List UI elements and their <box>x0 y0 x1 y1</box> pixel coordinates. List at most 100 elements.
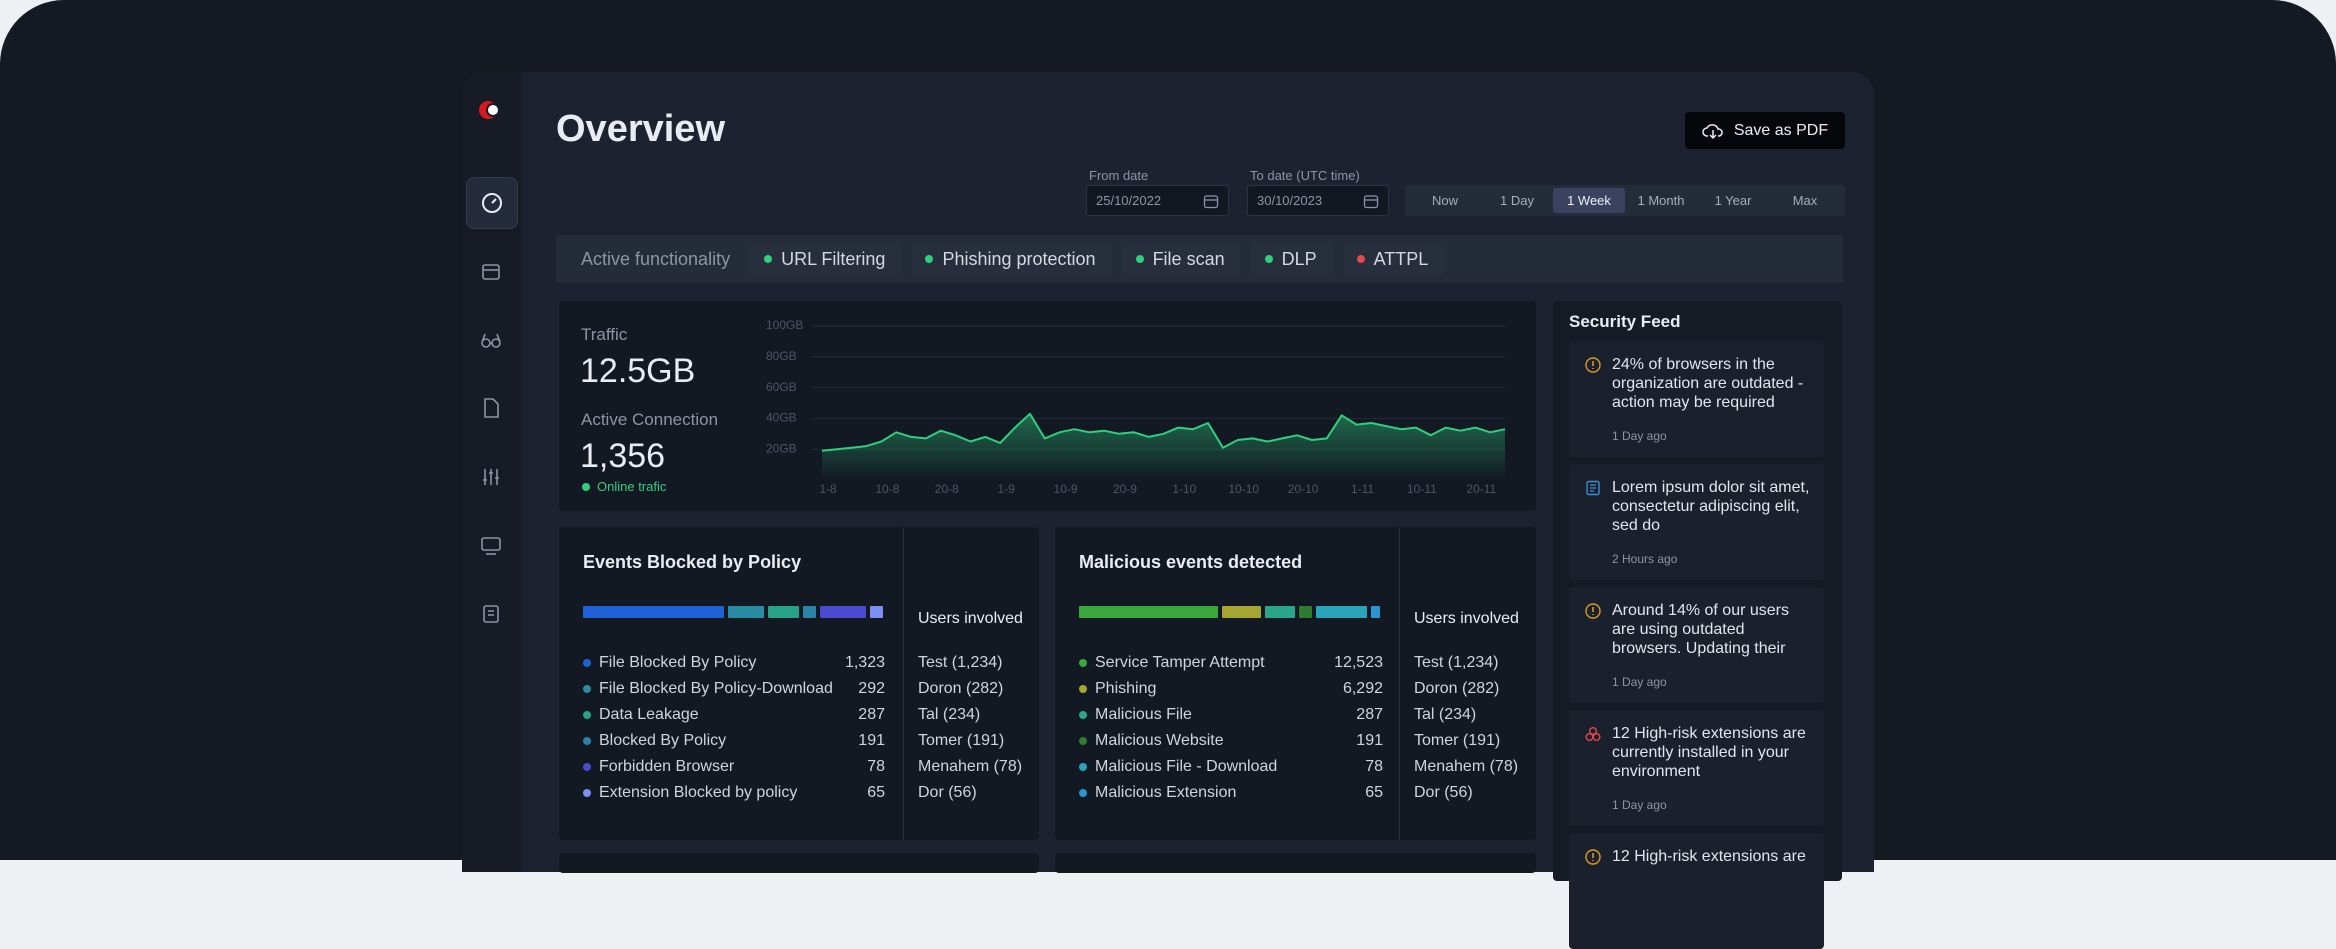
feed-icon <box>1585 603 1601 619</box>
event-row: Phishing 6,292 <box>1079 676 1383 702</box>
event-row: Extension Blocked by policy 65 <box>583 780 885 806</box>
x-tick-label: 10-11 <box>1407 482 1437 496</box>
functionality-chip[interactable]: File scan <box>1121 242 1241 276</box>
feed-text: 12 High-risk extensions are <box>1612 848 1806 865</box>
event-row: Malicious File - Download 78 <box>1079 754 1383 780</box>
nav-overview[interactable] <box>466 177 518 229</box>
range-button[interactable]: 1 Month <box>1637 193 1685 208</box>
user-row: Menahem (78) <box>918 758 1023 775</box>
event-row: Service Tamper Attempt 12,523 <box>1079 650 1383 676</box>
event-row: Forbidden Browser 78 <box>583 754 885 780</box>
logo[interactable] <box>466 85 516 135</box>
feed-text: Around 14% of our users are using outdat… <box>1612 602 1789 657</box>
from-value: 25/10/2022 <box>1096 193 1162 208</box>
traffic-line <box>821 412 1506 452</box>
traffic-label: Traffic <box>581 325 628 344</box>
button-label: Save as PDF <box>1733 121 1829 139</box>
feed-card[interactable]: 12 High-risk extensions are <box>1569 833 1824 949</box>
feed-icon <box>1585 849 1601 865</box>
functionality-chip[interactable]: URL Filtering <box>750 242 902 276</box>
feed-card[interactable]: 12 High-risk extensions are currently in… <box>1569 710 1824 826</box>
icon <box>481 537 501 555</box>
event-name: Forbidden Browser <box>599 758 735 775</box>
y-tick-label: 40GB <box>766 411 797 425</box>
feed-text: Lorem ipsum dolor sit amet, consectetur … <box>1612 479 1810 534</box>
x-tick-label: 20-8 <box>935 482 959 496</box>
event-name: Extension Blocked by policy <box>599 784 798 801</box>
nav-file[interactable] <box>466 383 516 433</box>
traffic-value: 12.5GB <box>580 352 696 390</box>
page-title: Overview <box>556 108 725 150</box>
breakdown-segment <box>870 606 883 618</box>
functionality-chip[interactable]: Phishing protection <box>911 242 1112 276</box>
x-tick-label: 20-10 <box>1288 482 1319 496</box>
status-dot <box>1135 255 1144 263</box>
range-button[interactable]: 1 Week <box>1553 188 1625 213</box>
feed-text: 24% of browsers in the organization are … <box>1612 356 1804 411</box>
feed-time: 1 Day ago <box>1612 798 1667 812</box>
legend-dot <box>583 763 591 771</box>
icon <box>482 264 500 280</box>
functionality-chip[interactable]: ATTPL <box>1342 242 1445 276</box>
feed-card[interactable]: Lorem ipsum dolor sit amet, consectetur … <box>1569 464 1824 580</box>
event-name: Data Leakage <box>599 706 699 723</box>
legend-dot <box>1079 685 1087 693</box>
to-input[interactable]: 30/10/2023 <box>1247 185 1389 216</box>
y-tick-label: 60GB <box>766 380 797 394</box>
traffic-chart: 20GB 40GB 60GB 80GB 100GB 1-8 10-8 20-8 1-9 10-9 2… <box>766 318 1506 496</box>
range-button[interactable]: Now <box>1431 193 1458 208</box>
feed-card[interactable]: Around 14% of our users are using outdat… <box>1569 587 1824 703</box>
status-dot <box>582 482 590 491</box>
from-label: From date <box>1089 168 1149 183</box>
feed-card[interactable]: 24% of browsers in the organization are … <box>1569 341 1824 457</box>
user-row: Tal (234) <box>918 706 981 723</box>
icon <box>483 469 499 485</box>
divider <box>903 527 904 840</box>
event-name: File Blocked By Policy-Download <box>599 680 833 697</box>
save-pdf-button[interactable]: Save as PDF <box>1685 112 1845 149</box>
legend-dot <box>583 789 591 797</box>
event-row: Blocked By Policy 191 <box>583 728 885 754</box>
functionality-chip[interactable]: DLP <box>1250 242 1333 276</box>
range-button[interactable]: 1 Day <box>1500 193 1534 208</box>
feed-icon <box>1585 727 1601 741</box>
status: Online trafic <box>582 479 666 494</box>
user-row: Menahem (78) <box>1414 758 1519 775</box>
events-blocked-panel <box>559 527 1039 840</box>
nav-settings[interactable] <box>466 452 516 502</box>
from-input[interactable]: 25/10/2022 <box>1086 185 1229 216</box>
range-button[interactable]: Max <box>1792 193 1818 208</box>
breakdown-segment <box>803 606 816 618</box>
connection-value: 1,356 <box>580 437 666 475</box>
nav-calendar[interactable] <box>466 246 516 296</box>
breakdown-segment <box>820 606 866 618</box>
user-row: Test (1,234) <box>1414 654 1499 671</box>
range-button[interactable]: 1 Year <box>1714 193 1752 208</box>
event-count: 65 <box>1365 784 1383 801</box>
calendar-icon <box>1363 195 1379 209</box>
status-text: Online trafic <box>597 479 667 494</box>
legend-dot <box>1079 789 1087 797</box>
event-name: File Blocked By Policy <box>599 654 757 671</box>
y-tick-label: 100GB <box>766 318 803 332</box>
nav-glasses[interactable] <box>466 315 516 365</box>
panel-title: Events Blocked by Policy <box>583 552 802 572</box>
nav-reports[interactable] <box>466 520 516 570</box>
y-tick-label: 20GB <box>766 441 797 455</box>
breakdown-segment <box>1222 606 1261 618</box>
event-count: 287 <box>858 706 885 723</box>
breakdown-segment <box>1299 606 1312 618</box>
nav-docs[interactable] <box>466 589 516 639</box>
breakdown-segment <box>768 606 799 618</box>
chip-label: Phishing protection <box>942 248 1096 269</box>
breakdown-segment <box>1265 606 1295 618</box>
x-tick-label: 1-10 <box>1172 482 1196 496</box>
x-tick-label: 20-9 <box>1113 482 1137 496</box>
icon <box>482 193 502 213</box>
breakdown-segment <box>1316 606 1367 618</box>
panel-title: Malicious events detected <box>1079 552 1303 572</box>
x-tick-label: 1-8 <box>819 482 837 496</box>
event-count: 287 <box>1356 706 1383 723</box>
